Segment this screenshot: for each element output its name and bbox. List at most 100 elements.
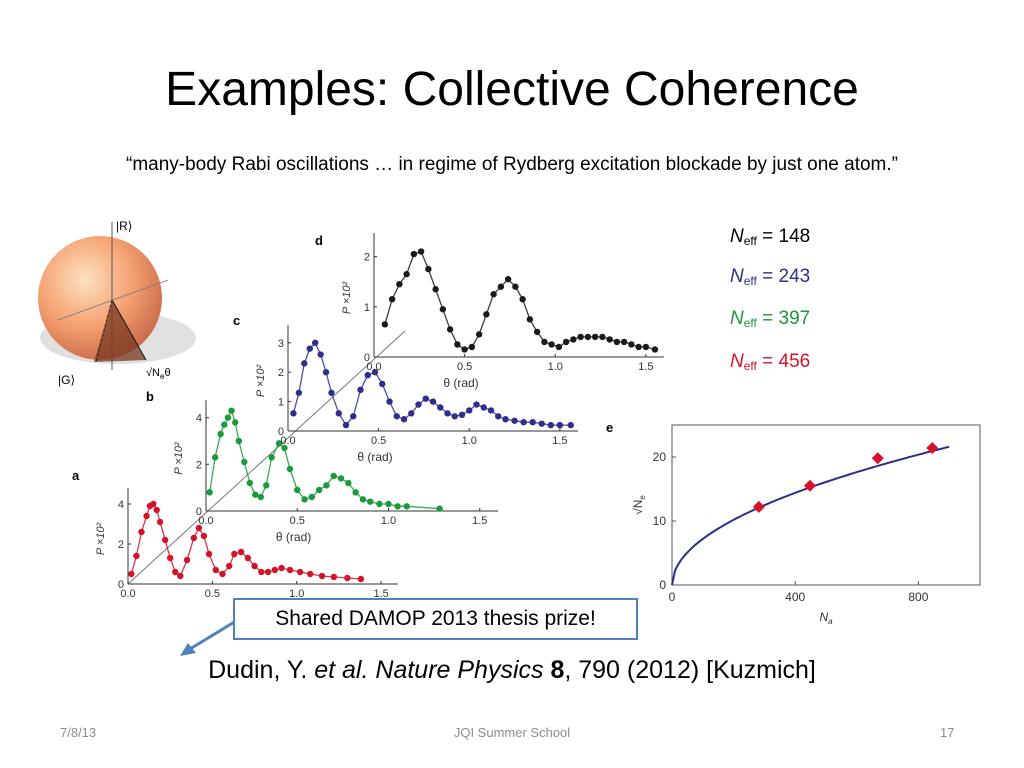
panel-e-ylabel: √Ne (631, 495, 647, 515)
panel-c-ylabel: P ×10² (255, 365, 267, 398)
panel-d-data-point (519, 296, 526, 303)
neff-item-243: Neff = 243 (730, 266, 811, 288)
panel-a-data-point (212, 566, 219, 574)
panel-e-fit-curve (671, 445, 950, 586)
citation: Dudin, Y. et al. Nature Physics 8, 790 (… (208, 656, 816, 684)
panel-c-data-point (429, 398, 437, 405)
panel-c-data-point (556, 421, 564, 429)
panel-b-xtick-label: 0.0 (198, 515, 213, 527)
panel-d-ylabel: P ×10² (341, 282, 353, 315)
panel-c-data-point (393, 413, 400, 420)
panel-d-xtick-label: 1.5 (638, 361, 653, 373)
panel-c-data-point (322, 368, 330, 376)
panel-d-ytick-label: 1 (364, 302, 370, 314)
panel-b-data-point (394, 503, 401, 510)
panel-c-data-point (480, 404, 487, 411)
panel-d-data-point (504, 275, 512, 283)
panel-b-data-point (294, 486, 301, 494)
panel-d-xlabel: θ (rad) (443, 376, 478, 390)
panel-c-ytick-label: 0 (278, 426, 284, 438)
panel-b-data-point (263, 482, 270, 489)
panel-c-data-point (350, 413, 357, 420)
prize-text: Shared DAMOP 2013 thesis prize! (275, 607, 596, 630)
panel-d-data-point (620, 338, 628, 346)
panel-d-data-point (475, 331, 483, 338)
panel-d-data-point (599, 333, 606, 341)
panel-b-ytick-label: 0 (196, 506, 202, 518)
panel-c-data-point (444, 410, 451, 417)
panel-c-data-point (547, 421, 555, 429)
panel-c-data-point (342, 421, 350, 429)
panel-d-data-point (642, 343, 650, 351)
panel-a-data-point (166, 554, 174, 562)
panel-d-data-point (381, 321, 389, 328)
panel-d-data-point (432, 286, 439, 293)
panel-b-data-point (436, 505, 443, 512)
panel-a-xtick-label: 1.0 (289, 588, 304, 600)
panel-b-data-point (359, 496, 367, 503)
panel-d-data-point (570, 336, 577, 343)
panel-b-data-point (376, 500, 383, 508)
panel-a-data-point (296, 568, 304, 576)
panel-a-data-point (143, 512, 150, 520)
panel-d-letter: d (315, 233, 323, 248)
panel-b-data-point (241, 458, 248, 466)
panel-b-data-point (323, 482, 330, 489)
bloch-sphere-figure: |R⟩ |G⟩ √Neθ (38, 219, 196, 387)
panel-a-ytick-label: 0 (118, 579, 124, 591)
panel-c-data-point (317, 351, 324, 358)
panel-a-data-point (258, 568, 265, 576)
panel-b-data-point (385, 500, 392, 508)
panel-d-data-point (584, 333, 592, 341)
panel-b-data-point (221, 421, 228, 428)
panel-e-frame (671, 424, 981, 586)
neff-item-397: Neff = 397 (730, 308, 811, 330)
panel-c-xtick-label: 0.0 (280, 435, 295, 447)
panel-d-data-point (417, 248, 425, 255)
panel-c-data-point (301, 360, 308, 367)
quote-text: “many-body Rabi oscillations … in regime… (126, 154, 898, 175)
panel-b-xtick-label: 1.5 (472, 515, 487, 527)
panel-c-data-point (422, 395, 429, 402)
panel-c-fit-curve (292, 341, 571, 427)
panel-b-ylabel: P ×10² (173, 442, 185, 475)
panel-a-data-point (264, 568, 272, 576)
panel-a-xtick-label: 1.5 (373, 588, 388, 600)
panel-b-data-point (301, 496, 308, 503)
panel-d-data-point (533, 328, 541, 336)
panel-b-letter: b (146, 389, 154, 404)
panel-b-data-point (217, 430, 224, 438)
panel-a-data-point (150, 500, 157, 508)
panel-b-xlabel: θ (rad) (276, 530, 311, 544)
neff-item-456: Neff = 456 (730, 351, 811, 373)
panel-a-letter: a (72, 468, 80, 483)
panel-d-data-point (454, 341, 461, 348)
panel-c-ytick-label: 2 (278, 367, 284, 379)
panel-b-data-point (330, 472, 337, 480)
panel-c-data-point (335, 410, 342, 417)
panel-c-data-point (495, 413, 502, 420)
panel-b-ytick-label: 2 (196, 459, 202, 471)
panel-e-ytick-label: 10 (653, 514, 667, 528)
panel-d-data-point (562, 338, 570, 346)
panel-b-data-point (281, 444, 288, 452)
panel-a-data-point (318, 572, 326, 580)
panel-a-data-point (226, 562, 233, 570)
panel-d-data-point (606, 336, 613, 343)
panel-a-data-point (190, 534, 198, 542)
panel-c-data-point (415, 401, 422, 408)
panel-d-data-point (526, 316, 534, 323)
panel-b-xtick-label: 0.5 (290, 515, 305, 527)
panel-a-ytick-label: 4 (118, 499, 124, 511)
panel-c-data-point (371, 368, 379, 376)
panel-b-data-point (235, 437, 243, 445)
panel-a-data-point (153, 506, 160, 514)
panel-a-data-point (251, 562, 258, 570)
panel-b-data-point (211, 454, 219, 461)
panel-b-data-point (224, 414, 232, 421)
panel-c-data-point (458, 411, 466, 419)
panel-c-data-point (306, 345, 313, 352)
panel-d-data-point (461, 346, 468, 353)
panel-c-data-point (520, 418, 527, 426)
panel-a: 0.0 0.5 1.0 1.5 0 2 4 P ×10² (95, 488, 398, 600)
